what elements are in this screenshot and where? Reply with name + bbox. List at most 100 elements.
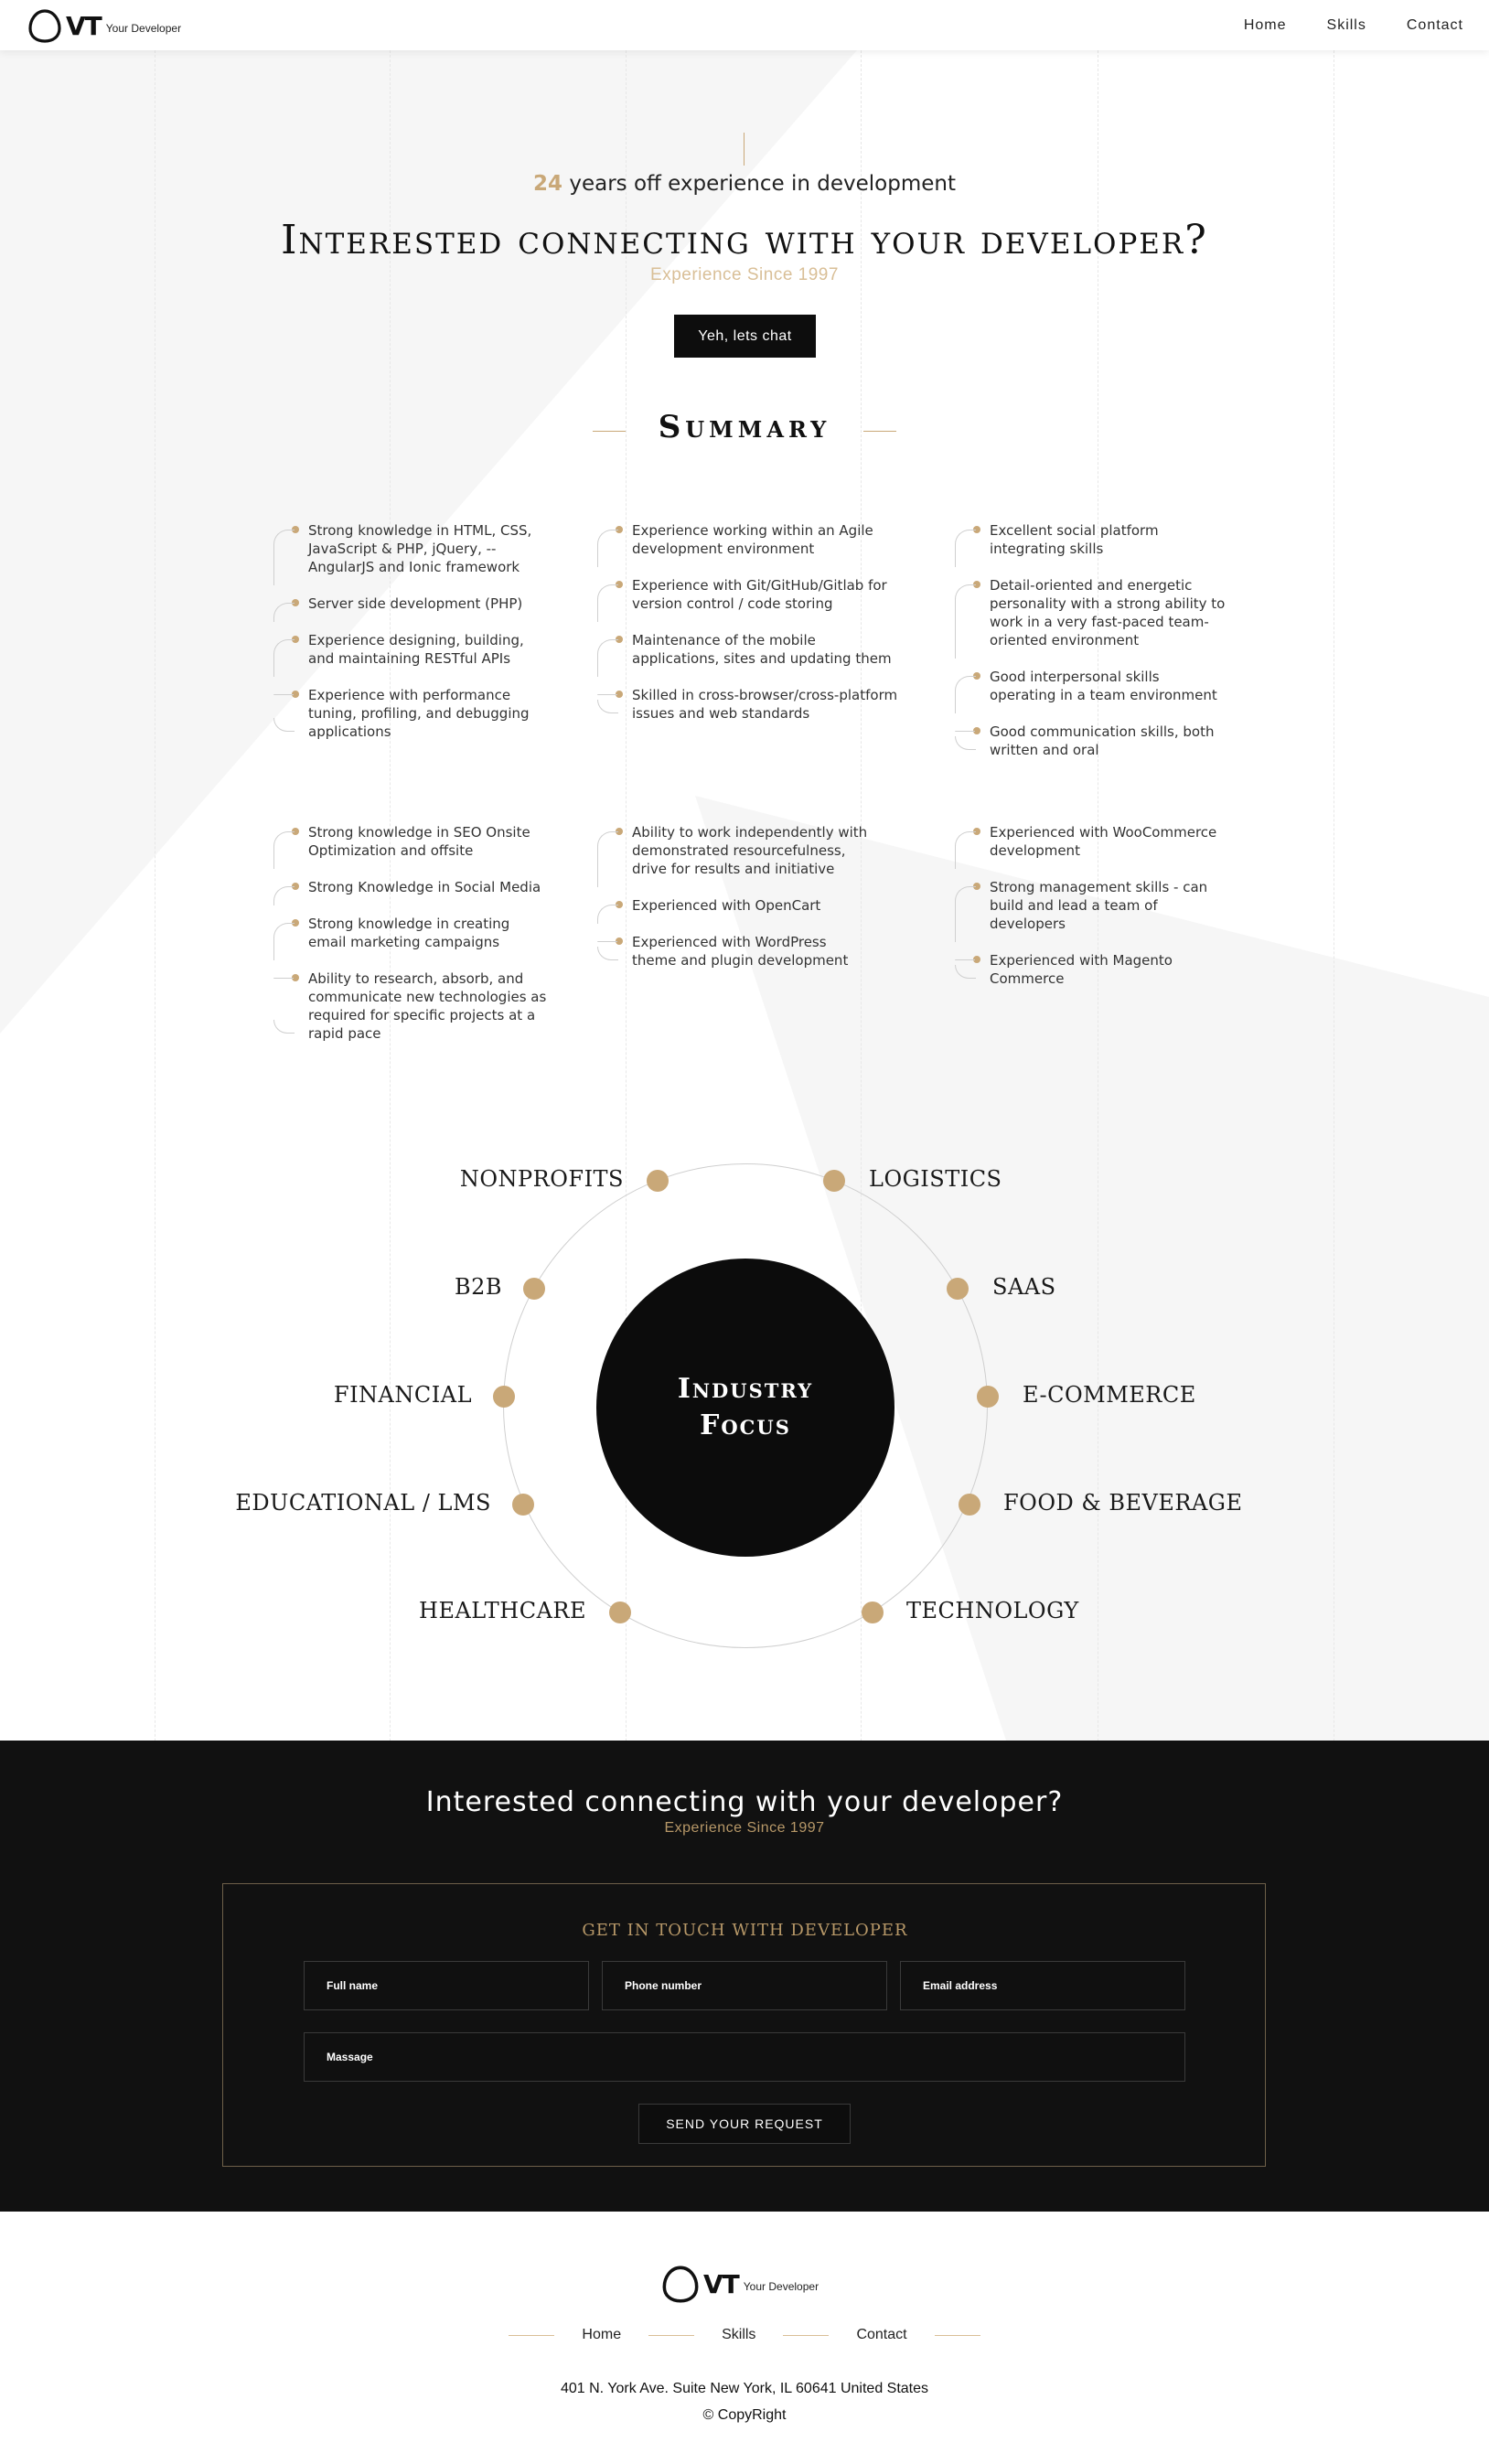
- summary-item: Experience designing, building, and main…: [273, 631, 548, 677]
- footer-nav-skills[interactable]: Skills: [722, 2327, 756, 2342]
- industry-dot: [947, 1278, 969, 1300]
- hero-since: Experience Since 1997: [650, 265, 839, 284]
- background-shapes: [0, 0, 1489, 1741]
- grid-line: [390, 0, 391, 2464]
- industry-label: SAAS: [992, 1274, 1056, 1300]
- summary-column: Experience working within an Agile devel…: [597, 521, 899, 741]
- logo[interactable]: VT Your Developer: [27, 8, 181, 43]
- summary-item: Strong knowledge in HTML, CSS, JavaScrip…: [273, 521, 548, 585]
- main-nav: Home Skills Contact: [1244, 0, 1463, 50]
- industry-label: FOOD & BEVERAGE: [1003, 1490, 1243, 1516]
- site-footer: VT Your Developer Home Skills Contact 40…: [0, 2212, 1489, 2464]
- summary-item: Detail-oriented and energetic personalit…: [955, 576, 1229, 659]
- industry-label: HEALTHCARE: [419, 1598, 586, 1623]
- summary-column: Strong knowledge in SEO Onsite Optimizat…: [273, 823, 548, 1061]
- summary-item: Experience with Git/GitHub/Gitlab for ve…: [597, 576, 899, 622]
- summary-rule-right: [863, 431, 896, 432]
- footer-nav-rule: [934, 2334, 980, 2336]
- years-number: 24: [533, 172, 563, 196]
- industry-dot: [512, 1494, 534, 1516]
- summary-item: Strong management skills - can build and…: [955, 878, 1229, 942]
- message-input[interactable]: Massage: [304, 2032, 1185, 2082]
- footer-nav-rule: [648, 2334, 695, 2336]
- footer-logo-text: VT: [703, 2268, 740, 2299]
- industry-label: FINANCIAL: [333, 1382, 472, 1408]
- industry-dot: [823, 1170, 845, 1192]
- footer-address: 401 N. York Ave. Suite New York, IL 6064…: [560, 2381, 929, 2396]
- industry-focus: Industry Focus NONPROFITS LOGISTICS B2B …: [0, 1134, 1489, 1683]
- nav-contact[interactable]: Contact: [1406, 16, 1463, 33]
- summary-item: Server side development (PHP): [273, 595, 548, 622]
- footer-nav-contact[interactable]: Contact: [856, 2327, 907, 2342]
- phone-input[interactable]: Phone number: [602, 1961, 887, 2010]
- contact-form: GET IN TOUCH WITH DEVELOPER Full name Ph…: [222, 1883, 1266, 2167]
- industry-label: B2B: [454, 1274, 502, 1300]
- footer-logo-subtitle: Your Developer: [743, 2280, 819, 2293]
- send-request-button[interactable]: SEND YOUR REQUEST: [638, 2104, 851, 2144]
- industry-label: E-COMMERCE: [1023, 1382, 1196, 1408]
- nav-skills[interactable]: Skills: [1326, 16, 1366, 33]
- site-header: VT Your Developer Home Skills Contact: [0, 0, 1489, 50]
- summary-item: Good communication skills, both written …: [955, 723, 1229, 759]
- summary-column: Strong knowledge in HTML, CSS, JavaScrip…: [273, 521, 548, 759]
- summary-item: Ability to work independently with demon…: [597, 823, 872, 887]
- industry-dot: [609, 1602, 631, 1623]
- experience-years: 24 years off experience in development: [0, 172, 1489, 196]
- summary-title: Summary: [658, 409, 831, 445]
- summary-item: Experienced with WooCommerce development: [955, 823, 1229, 869]
- summary-list: Experience working within an Agile devel…: [597, 521, 899, 723]
- years-text: years off experience in development: [562, 172, 956, 196]
- industry-label: TECHNOLOGY: [906, 1598, 1079, 1623]
- summary-column: Excellent social platform integrating sk…: [955, 521, 1229, 777]
- lets-chat-button[interactable]: Yeh, lets chat: [674, 315, 816, 358]
- summary-column: Experienced with WooCommerce development…: [955, 823, 1229, 1006]
- summary-list: Experienced with WooCommerce development…: [955, 823, 1229, 988]
- contact-title: Interested connecting with your develope…: [425, 1786, 1064, 1818]
- footer-copyright: © CopyRight: [702, 2407, 787, 2423]
- contact-since: Experience Since 1997: [664, 1820, 825, 1836]
- summary-item: Ability to research, absorb, and communi…: [273, 970, 548, 1043]
- industry-dot: [647, 1170, 669, 1192]
- form-heading: GET IN TOUCH WITH DEVELOPER: [582, 1921, 908, 1940]
- summary-item: Strong Knowledge in Social Media: [273, 878, 548, 905]
- industry-dot: [862, 1602, 884, 1623]
- logo-egg-icon: [28, 9, 61, 43]
- background-decoration: [0, 0, 1489, 1741]
- summary-item: Skilled in cross-browser/cross-platform …: [597, 686, 899, 723]
- footer-nav-rule: [783, 2334, 830, 2336]
- industry-center: Industry Focus: [596, 1259, 894, 1557]
- logo-subtitle: Your Developer: [105, 22, 182, 35]
- summary-column: Ability to work independently with demon…: [597, 823, 872, 988]
- industry-center-label: Industry Focus: [677, 1373, 814, 1441]
- summary-item: Experienced with WordPress theme and plu…: [597, 933, 872, 970]
- logo-egg-icon: [662, 2266, 699, 2303]
- nav-home[interactable]: Home: [1243, 16, 1287, 33]
- industry-dot: [493, 1386, 515, 1408]
- email-input[interactable]: Email address: [900, 1961, 1185, 2010]
- summary-item: Experience working within an Agile devel…: [597, 521, 899, 567]
- summary-list: Strong knowledge in SEO Onsite Optimizat…: [273, 823, 548, 1043]
- hero-title: Interested connecting with your develope…: [281, 217, 1208, 263]
- summary-heading: Summary: [0, 409, 1489, 445]
- summary-list: Strong knowledge in HTML, CSS, JavaScrip…: [273, 521, 548, 741]
- summary-rule-left: [593, 431, 626, 432]
- industry-label: LOGISTICS: [869, 1166, 1002, 1192]
- full-name-input[interactable]: Full name: [304, 1961, 589, 2010]
- footer-logo[interactable]: VT Your Developer: [661, 2265, 819, 2303]
- summary-item: Experienced with OpenCart: [597, 896, 872, 924]
- footer-nav-rule: [509, 2334, 555, 2336]
- industry-label: EDUCATIONAL / LMS: [235, 1490, 491, 1516]
- summary-item: Good interpersonal skills operating in a…: [955, 668, 1229, 713]
- industry-label: NONPROFITS: [459, 1166, 624, 1192]
- industry-dot: [523, 1278, 545, 1300]
- summary-list: Excellent social platform integrating sk…: [955, 521, 1229, 759]
- logo-text: VT: [66, 10, 102, 41]
- summary-item: Experience with performance tuning, prof…: [273, 686, 548, 741]
- industry-dot: [977, 1386, 999, 1408]
- industry-dot: [959, 1494, 980, 1516]
- footer-nav-home[interactable]: Home: [582, 2327, 622, 2342]
- summary-item: Strong knowledge in SEO Onsite Optimizat…: [273, 823, 548, 869]
- summary-item: Strong knowledge in creating email marke…: [273, 915, 548, 960]
- contact-section: Interested connecting with your develope…: [0, 1741, 1489, 2212]
- footer-nav: Home Skills Contact: [0, 2327, 1489, 2343]
